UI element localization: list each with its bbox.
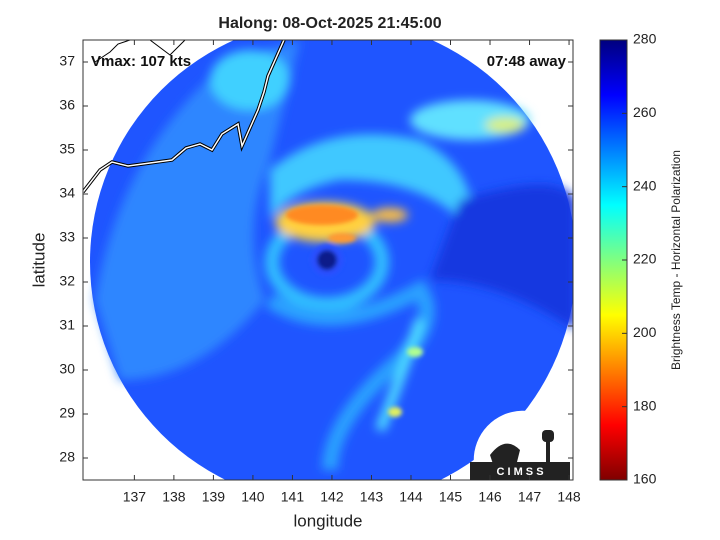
logo-tower — [542, 430, 554, 442]
vmax-label: Vmax: 107 kts — [91, 53, 191, 70]
colorbar-tick-label: 160 — [633, 471, 657, 487]
x-tick-label: 147 — [518, 489, 542, 505]
x-tick-label: 141 — [281, 489, 305, 505]
title: Halong: 08-Oct-2025 21:45:00 — [218, 15, 441, 32]
logo: C I M S S — [470, 410, 570, 480]
colorbar-label: Brightness Temp - Horizontal Polarizatio… — [669, 150, 683, 370]
plot-frame — [82, 39, 574, 481]
coastline — [83, 40, 285, 193]
x-tick-label: 144 — [399, 489, 423, 505]
x-axis-label: longitude — [293, 511, 362, 530]
x-tick-label: 146 — [478, 489, 502, 505]
y-tick-label: 34 — [59, 185, 75, 201]
y-tick-label: 35 — [59, 141, 75, 157]
x-tick-label: 139 — [202, 489, 226, 505]
logo-band — [470, 462, 570, 480]
logo-text: C I M S S — [496, 466, 543, 478]
y-tick-label: 36 — [59, 97, 75, 113]
y-tick-label: 30 — [59, 361, 75, 377]
y-tick-label: 28 — [59, 449, 75, 465]
colorbar-tick-label: 260 — [633, 104, 657, 120]
y-axis-label: latitude — [29, 233, 48, 288]
y-tick-label: 37 — [59, 53, 75, 69]
colorbar-tick-label: 180 — [633, 397, 657, 413]
y-tick-label: 33 — [59, 229, 75, 245]
colorbar-tick-label: 280 — [633, 31, 657, 47]
x-tick-label: 148 — [557, 489, 581, 505]
imagery — [83, 40, 573, 480]
x-tick-label: 145 — [439, 489, 463, 505]
x-tick-label: 142 — [320, 489, 344, 505]
colorbar-tick-label: 220 — [633, 251, 657, 267]
y-tick-label: 32 — [59, 273, 75, 289]
x-tick-label: 143 — [360, 489, 384, 505]
y-tick-label: 29 — [59, 405, 75, 421]
colorbar-tick-label: 200 — [633, 324, 657, 340]
logo-tower-leg — [546, 442, 550, 464]
axes: 137 138 139 140 141 142 143 144 145 146 147 148 28 29… — [59, 31, 656, 505]
x-tick-label: 138 — [162, 489, 186, 505]
colorbar-tick-label: 240 — [633, 177, 657, 193]
y-tick-label: 31 — [59, 317, 75, 333]
time-away-label: 07:48 away — [487, 53, 567, 70]
x-tick-label: 140 — [241, 489, 265, 505]
coastline-land — [94, 40, 186, 63]
x-tick-label: 137 — [123, 489, 147, 505]
